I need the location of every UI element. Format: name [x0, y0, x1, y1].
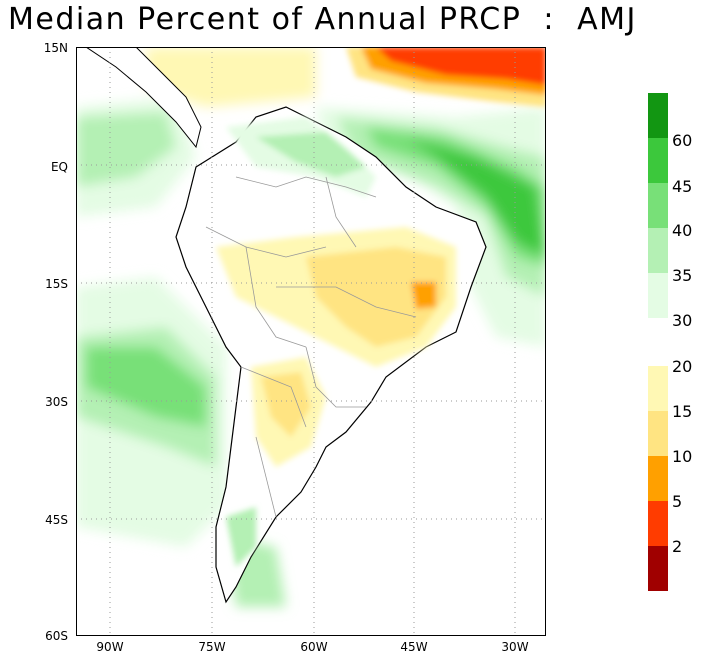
dry-shading-atlantic: [346, 47, 546, 107]
lon-label-75w: 75W: [198, 640, 226, 654]
lat-label-30s: 30S: [45, 395, 68, 409]
precip-map: [76, 47, 546, 636]
legend-label-40: 40: [672, 221, 693, 240]
legend-swatch-45: [648, 183, 668, 228]
legend-label-15: 15: [672, 402, 693, 421]
lat-label-eq: EQ: [50, 160, 68, 174]
land-shading: [216, 117, 456, 567]
legend-label-35: 35: [672, 266, 693, 285]
legend-swatch-40: [648, 228, 668, 273]
legend-swatch-20: [648, 366, 668, 411]
wet-shading: [76, 47, 546, 607]
legend-swatch-10: [648, 456, 668, 501]
legend-swatch-5: [648, 501, 668, 546]
country-borders: [205, 176, 417, 518]
lat-label-15s: 15S: [45, 277, 68, 291]
legend-swatch-35: [648, 273, 668, 318]
map-title: Median Percent of Annual PRCP : AMJ: [8, 2, 637, 37]
lon-label-60w: 60W: [300, 640, 328, 654]
legend-label-45: 45: [672, 177, 693, 196]
legend-swatch-60: [648, 138, 668, 183]
legend-label-60: 60: [672, 131, 693, 150]
lat-label-60s: 60S: [45, 629, 68, 643]
legend-label-2: 2: [672, 537, 683, 556]
graticule: [76, 47, 546, 636]
lon-label-90w: 90W: [96, 640, 124, 654]
lat-label-15n: 15N: [43, 41, 68, 55]
legend-swatch-2: [648, 546, 668, 591]
lon-label-30w: 30W: [501, 640, 529, 654]
legend-label-10: 10: [672, 447, 693, 466]
legend-label-20: 20: [672, 357, 693, 376]
legend-swatch-15: [648, 411, 668, 456]
legend-label-5: 5: [672, 492, 683, 511]
lon-label-45w: 45W: [400, 640, 428, 654]
legend-swatch-wet-top: [648, 93, 668, 138]
lat-label-45s: 45S: [45, 513, 68, 527]
legend-label-30: 30: [672, 311, 693, 330]
